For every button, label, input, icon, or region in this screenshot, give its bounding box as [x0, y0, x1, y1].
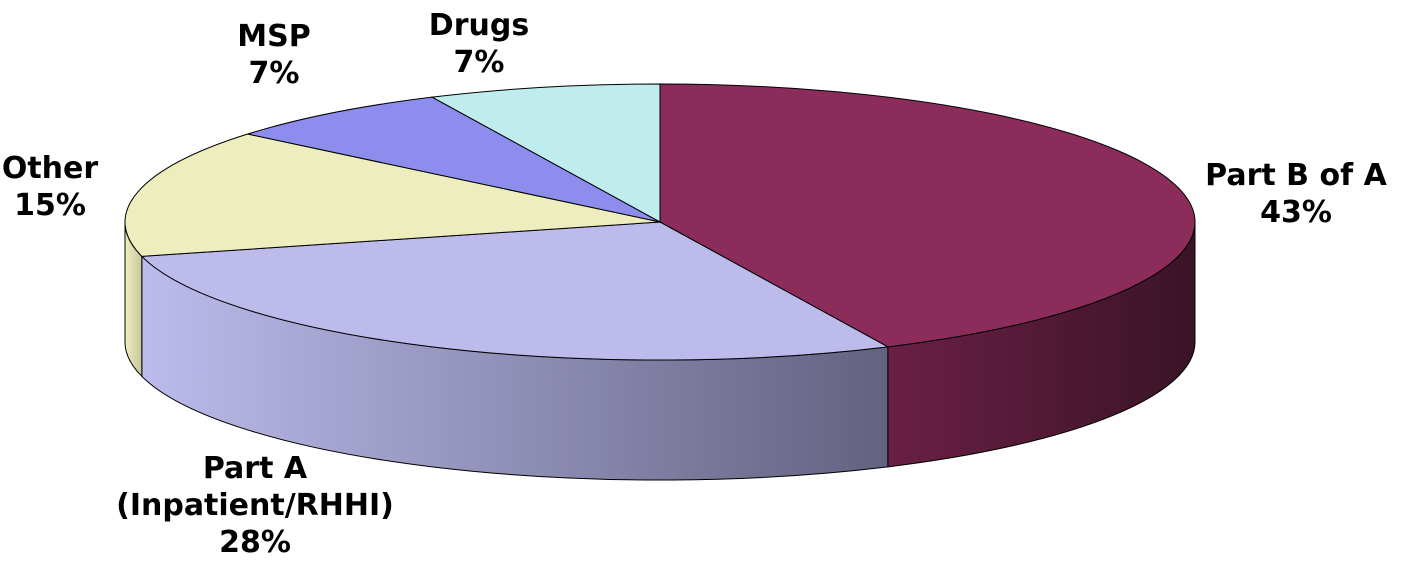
data-label-name: Part B of A [1205, 158, 1387, 193]
data-label-part-b-of-a: Part B of A43% [1205, 158, 1387, 230]
data-label-value: 15% [14, 188, 86, 223]
data-label-name: (Inpatient/RHHI) [116, 488, 394, 523]
data-label-name: Part A [203, 451, 308, 486]
slice-top-part-a-inpatient-rhhi [140, 221, 890, 361]
slice-top-part-b-of-a [659, 83, 1196, 348]
slice-top-msp [245, 96, 661, 223]
data-label-value: 43% [1260, 195, 1332, 230]
data-label-value: 28% [219, 525, 291, 560]
data-label-value: 7% [454, 45, 505, 80]
pie-tops [124, 83, 1196, 361]
data-label-part-a-inpatient-rhhi: Part A(Inpatient/RHHI)28% [116, 451, 394, 560]
data-label-value: 7% [249, 56, 300, 91]
pie-sides [124, 221, 1196, 481]
data-label-name: Other [2, 151, 99, 186]
data-label-name: Drugs [429, 8, 529, 43]
slice-top-drugs [430, 83, 661, 223]
pie-labels: Part B of A43% Part A(Inpatient/RHHI)28% O… [2, 8, 1388, 560]
data-label-name: MSP [237, 19, 310, 54]
slice-top-other [124, 133, 661, 257]
